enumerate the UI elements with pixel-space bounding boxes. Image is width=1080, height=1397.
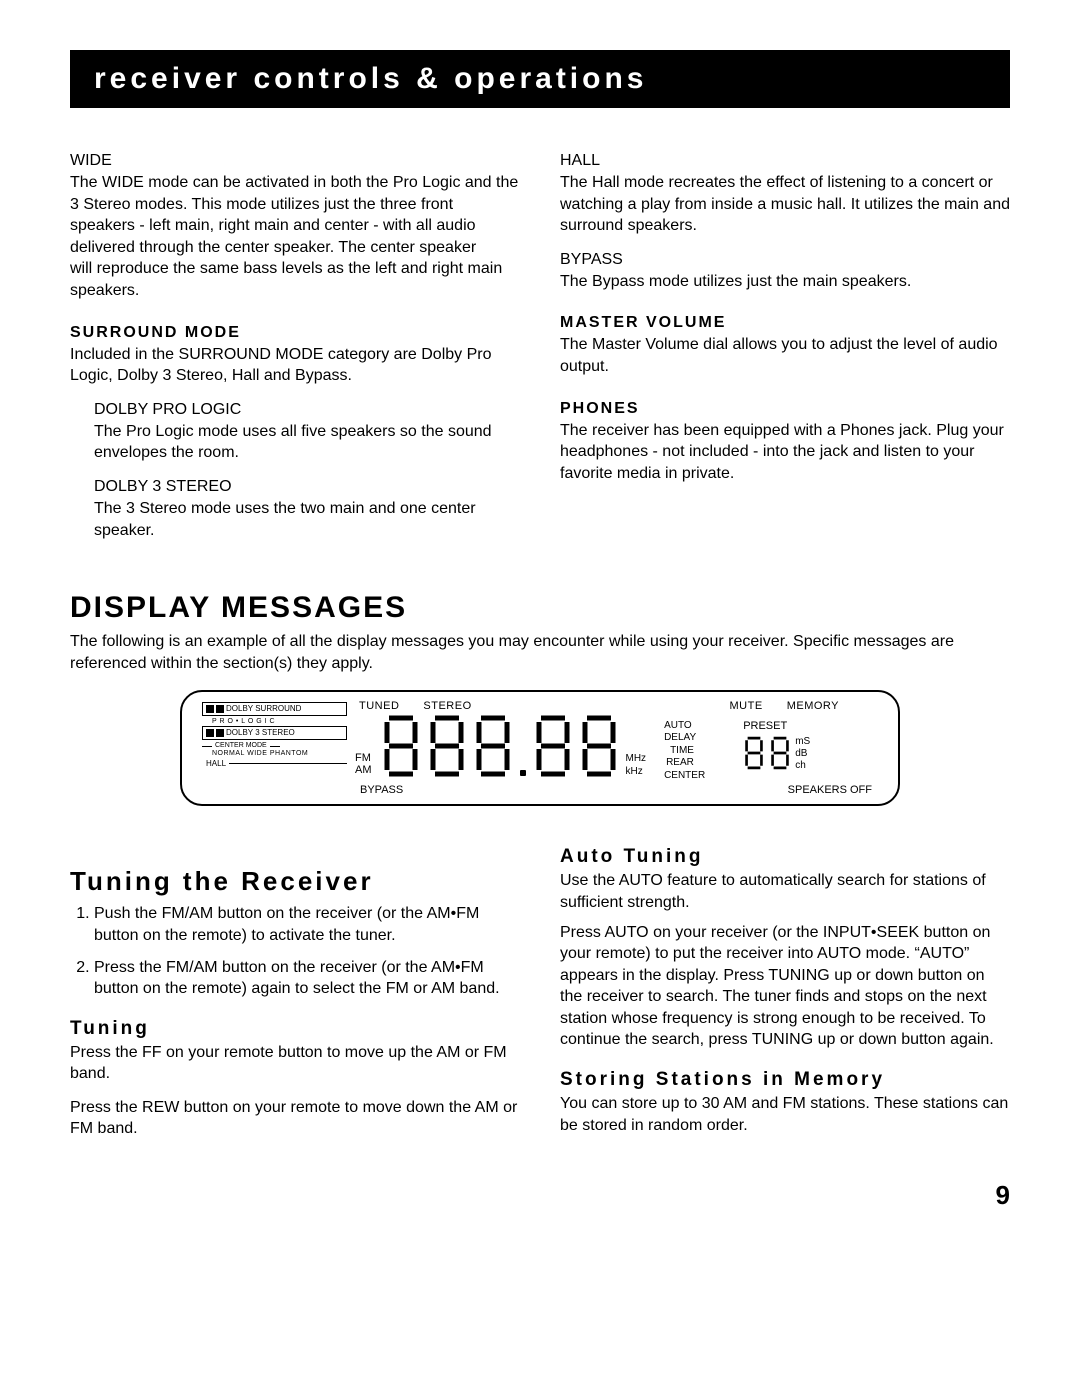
lcd-mhz: MHz: [626, 752, 647, 765]
lcd-preset-digit: [743, 736, 765, 775]
lcd-digit: [532, 714, 574, 782]
tuning-p2: Press the REW button on your remote to m…: [70, 1097, 520, 1140]
bypass-text: The Bypass mode utilizes just the main s…: [560, 271, 1010, 293]
page-header: receiver controls & operations: [70, 50, 1010, 108]
lcd-bypass: BYPASS: [360, 784, 403, 796]
page-number: 9: [70, 1180, 1010, 1211]
top-columns: WIDE The WIDE mode can be activated in b…: [70, 138, 1010, 541]
lcd-tuned: TUNED: [359, 700, 399, 712]
lcd-delay: DELAY: [664, 732, 705, 745]
lcd-dolby-surround: DOLBY SURROUND: [226, 704, 301, 714]
wide-label: WIDE: [70, 152, 520, 170]
tuning-p1: Press the FF on your remote button to mo…: [70, 1042, 520, 1085]
lcd-speakers-off: SPEAKERS OFF: [788, 784, 872, 796]
storing-title: Storing Stations in Memory: [560, 1069, 1010, 1091]
prologic-text: The Pro Logic mode uses all five speaker…: [94, 421, 520, 464]
lcd-mute: MUTE: [730, 700, 763, 712]
auto-p2: Press AUTO on your receiver (or the INPU…: [560, 922, 1010, 1052]
display-messages-title: DISPLAY MESSAGES: [70, 591, 1010, 625]
display-messages-intro: The following is an example of all the d…: [70, 631, 1010, 674]
lcd-prologic: P R O • L O G I C: [202, 718, 347, 726]
lcd-nwp: NORMAL WIDE PHANTOM: [202, 750, 347, 758]
lcd-center-mode: CENTER MODE: [215, 742, 267, 750]
auto-tuning-title: Auto Tuning: [560, 846, 1010, 868]
lcd-display-diagram: DOLBY SURROUND P R O • L O G I C DOLBY 3…: [180, 690, 900, 806]
lcd-ms: mS: [795, 736, 810, 748]
lcd-digit: [426, 714, 468, 782]
lcd-digit: [472, 714, 514, 782]
lcd-fm: FM: [355, 752, 372, 764]
tuning-steps: Push the FM/AM button on the receiver (o…: [70, 903, 520, 999]
lcd-dolby3: DOLBY 3 STEREO: [226, 728, 295, 738]
tuning-column: Tuning the Receiver Push the FM/AM butto…: [70, 836, 520, 1140]
lcd-stereo: STEREO: [423, 700, 471, 712]
manual-page: receiver controls & operations WIDE The …: [0, 0, 1080, 1251]
bypass-label: BYPASS: [560, 251, 1010, 269]
hall-text: The Hall mode recreates the effect of li…: [560, 172, 1010, 237]
tuning-subhead: Tuning: [70, 1018, 520, 1040]
lcd-am: AM: [355, 764, 372, 776]
wide-text-2: will reproduce the same bass levels as t…: [70, 258, 520, 301]
auto-column: Auto Tuning Use the AUTO feature to auto…: [560, 836, 1010, 1140]
left-column: WIDE The WIDE mode can be activated in b…: [70, 138, 520, 541]
phones-head: PHONES: [560, 400, 1010, 418]
lcd-preset: PRESET: [743, 720, 810, 734]
hall-label: HALL: [560, 152, 1010, 170]
master-text: The Master Volume dial allows you to adj…: [560, 334, 1010, 377]
prologic-label: DOLBY PRO LOGIC: [94, 401, 520, 419]
lcd-db: dB: [795, 748, 810, 760]
bottom-columns: Tuning the Receiver Push the FM/AM butto…: [70, 836, 1010, 1140]
lcd-digit: [380, 714, 422, 782]
right-column: HALL The Hall mode recreates the effect …: [560, 138, 1010, 541]
lcd-hall: HALL: [206, 759, 226, 769]
surround-text: Included in the SURROUND MODE category a…: [70, 344, 520, 387]
lcd-left-indicators: DOLBY SURROUND P R O • L O G I C DOLBY 3…: [202, 702, 347, 768]
lcd-preset-digit: [769, 736, 791, 775]
tuning-step-1: Push the FM/AM button on the receiver (o…: [94, 903, 520, 946]
lcd-rear: REAR: [664, 757, 705, 770]
wide-text-1: The WIDE mode can be activated in both t…: [70, 172, 520, 258]
lcd-ch: ch: [795, 760, 810, 772]
d3stereo-text: The 3 Stereo mode uses the two main and …: [94, 498, 520, 541]
lcd-decimal: [520, 770, 526, 776]
tuning-receiver-title: Tuning the Receiver: [70, 866, 520, 897]
surround-head: SURROUND MODE: [70, 324, 520, 342]
lcd-memory: MEMORY: [787, 700, 839, 712]
lcd-time: TIME: [664, 745, 705, 758]
master-head: MASTER VOLUME: [560, 314, 1010, 332]
lcd-digit: [578, 714, 620, 782]
storing-p1: You can store up to 30 AM and FM station…: [560, 1093, 1010, 1136]
d3stereo-label: DOLBY 3 STEREO: [94, 478, 520, 496]
auto-p1: Use the AUTO feature to automatically se…: [560, 870, 1010, 913]
lcd-auto: AUTO: [664, 720, 705, 733]
tuning-step-2: Press the FM/AM button on the receiver (…: [94, 957, 520, 1000]
phones-text: The receiver has been equipped with a Ph…: [560, 420, 1010, 485]
lcd-khz: kHz: [626, 765, 647, 778]
lcd-center: CENTER: [664, 770, 705, 783]
